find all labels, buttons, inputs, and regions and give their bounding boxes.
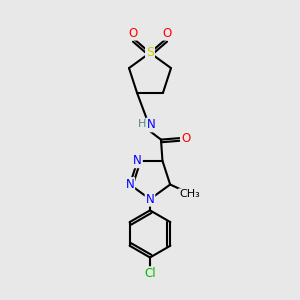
Text: CH₃: CH₃	[179, 189, 200, 199]
Text: S: S	[146, 46, 154, 59]
Text: O: O	[162, 27, 171, 40]
Text: N: N	[147, 118, 156, 131]
Text: N: N	[125, 178, 134, 191]
Text: O: O	[129, 27, 138, 40]
Text: Cl: Cl	[144, 267, 156, 280]
Text: H: H	[138, 119, 146, 129]
Text: O: O	[181, 132, 190, 145]
Text: N: N	[146, 193, 154, 206]
Text: N: N	[133, 154, 142, 167]
